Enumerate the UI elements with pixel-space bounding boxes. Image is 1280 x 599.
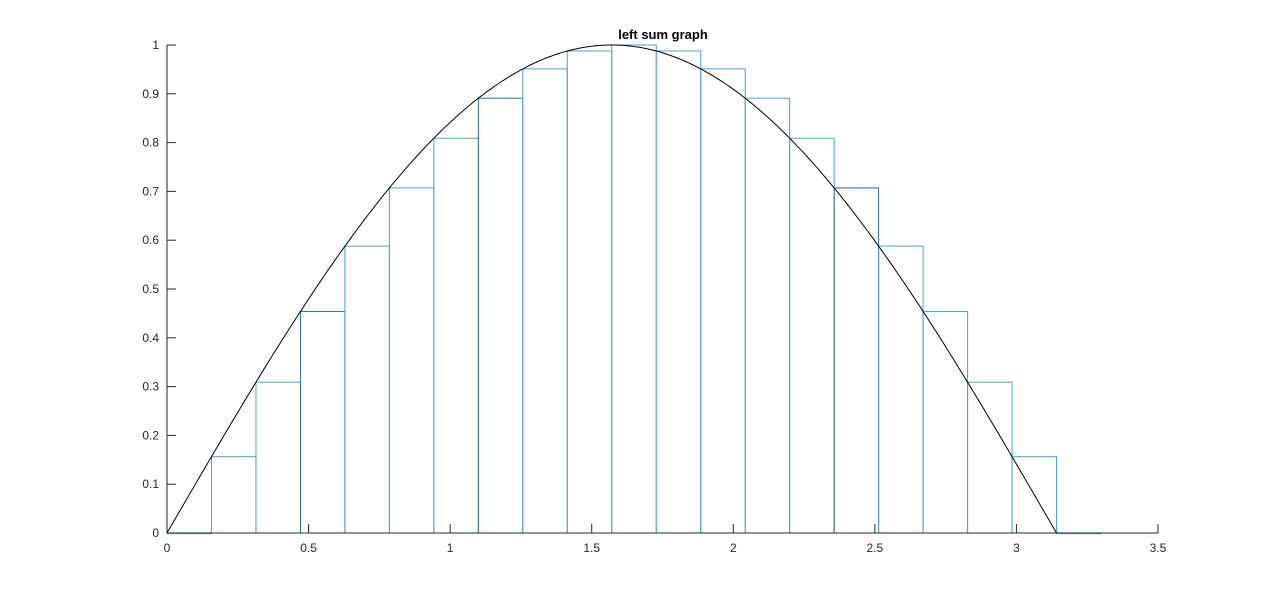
x-tick-label: 2.5 [867,541,884,555]
bar [522,68,568,534]
bar [700,68,746,534]
chart-title: left sum graph [618,27,708,42]
bar [344,245,390,534]
y-tick-label: 1 [152,38,159,52]
x-tick-label: 0.5 [300,541,317,555]
bar [922,310,969,534]
bar [789,137,835,534]
x-tick-label: 1.5 [583,541,600,555]
y-axis-ticks: 0 0.1 0.2 0.3 0.4 0.5 0.6 0.7 0.8 0.9 1 [142,38,176,540]
bar [255,381,301,534]
y-tick-label: 0 [152,526,159,540]
x-tick-label: 1 [447,541,454,555]
bar [299,310,346,534]
bar [878,245,924,534]
x-axis-ticks: 0 0.5 1 1.5 2 2.5 3 3.5 [164,524,1167,555]
bar [477,97,524,534]
bar [967,381,1013,534]
bar [210,456,257,534]
y-tick-label: 0.2 [142,428,159,442]
x-tick-label: 3 [1013,541,1020,555]
x-tick-label: 3.5 [1150,541,1167,555]
bars-group [166,44,1102,535]
y-tick-label: 0.8 [142,136,159,150]
y-tick-label: 0.7 [142,184,159,198]
x-tick-label: 2 [730,541,737,555]
bar [566,50,613,534]
bar [655,50,702,534]
y-tick-label: 0.3 [142,380,159,394]
y-tick-label: 0.9 [142,87,159,101]
y-tick-label: 0.6 [142,233,159,247]
bar [611,44,657,534]
y-tick-label: 0.1 [142,477,159,491]
y-tick-label: 0.5 [142,282,159,296]
x-tick-label: 0 [164,541,171,555]
bar [433,137,479,534]
sine-curve [166,44,1057,534]
bar [833,187,880,534]
y-tick-label: 0.4 [142,331,159,345]
bar [744,97,791,534]
bar [388,187,435,534]
